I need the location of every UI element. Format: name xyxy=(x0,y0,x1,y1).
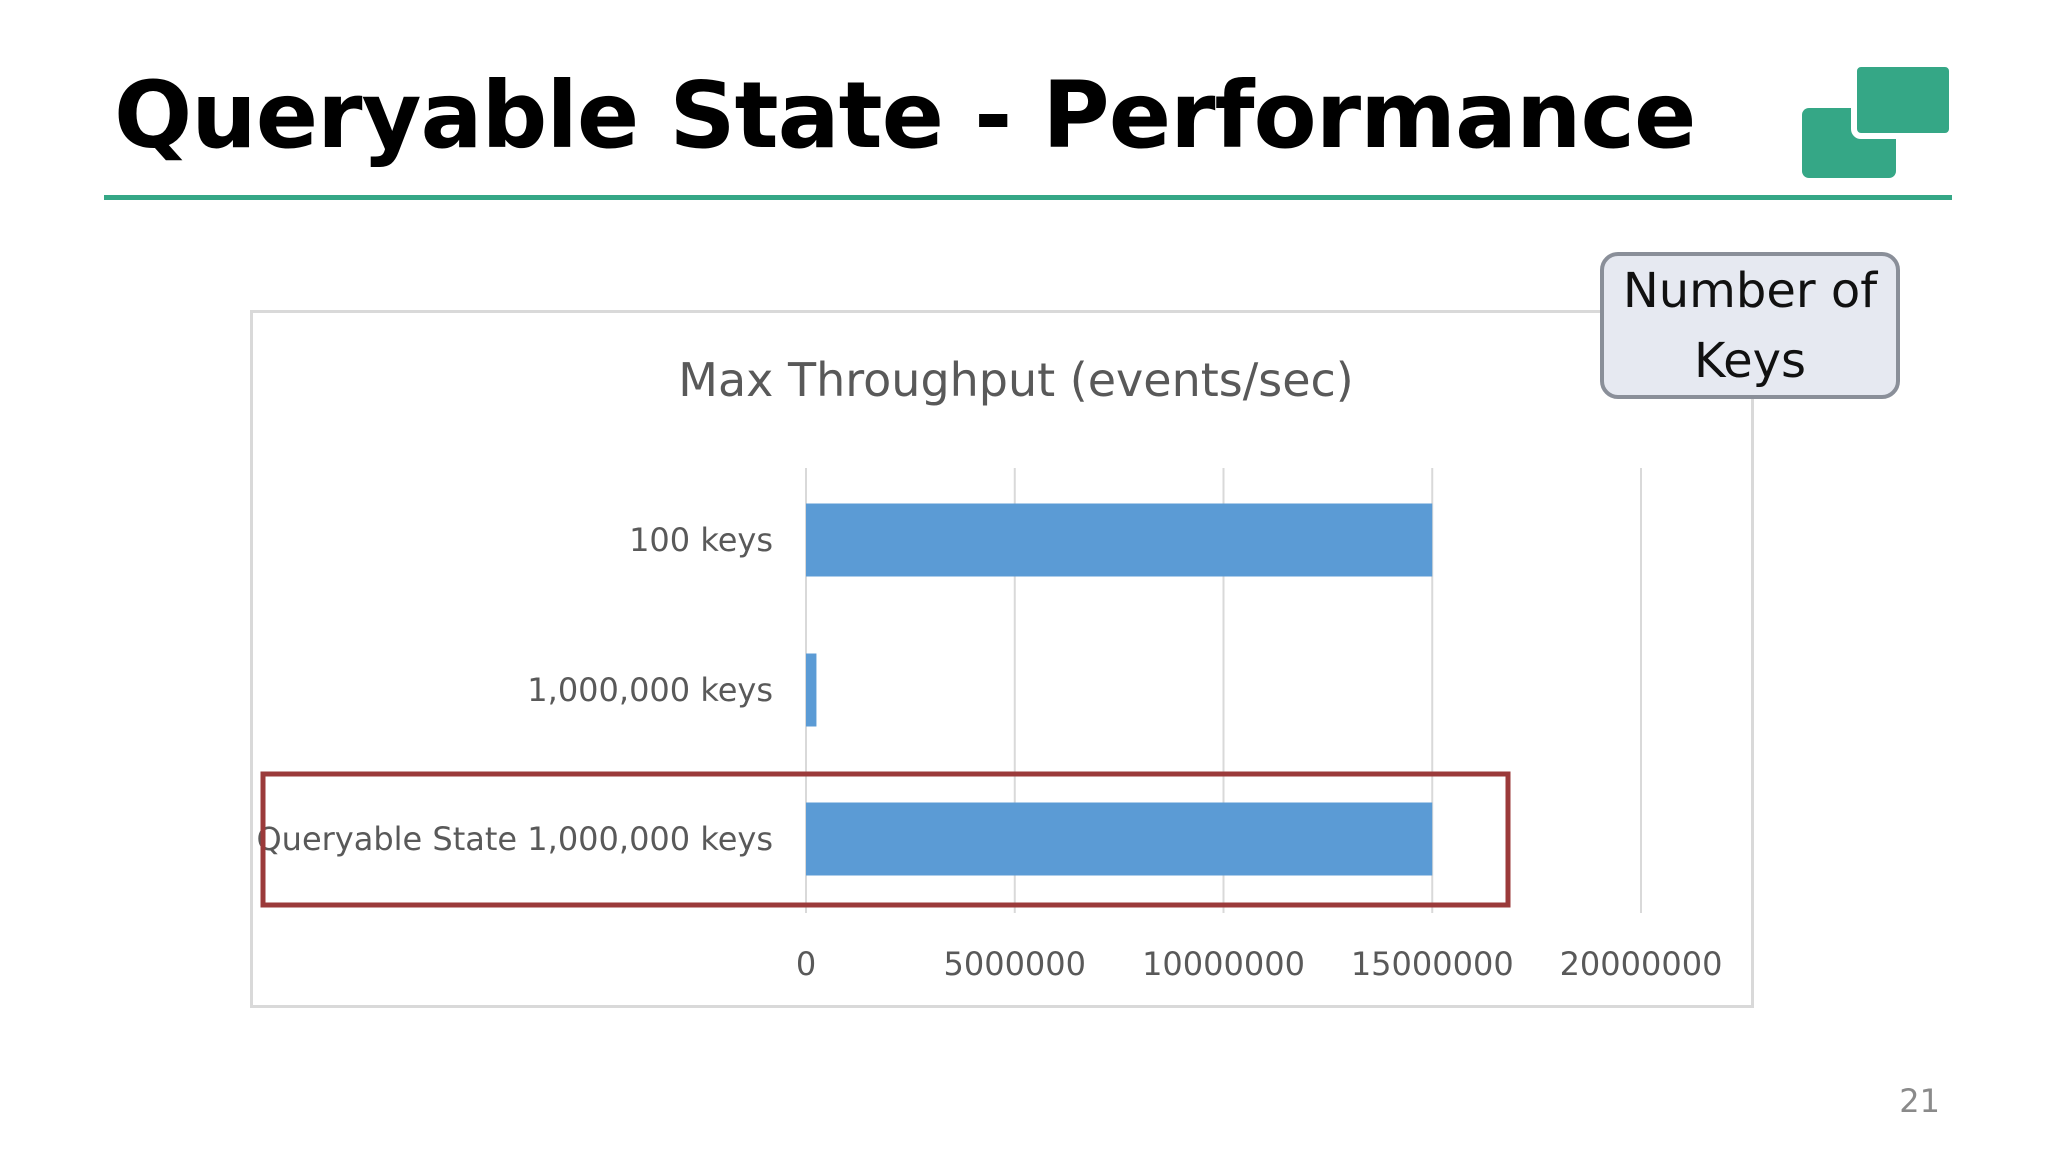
number-of-keys-callout: Number of Keys xyxy=(1600,252,1900,399)
title-underline xyxy=(104,195,1952,200)
x-tick-label: 20000000 xyxy=(1560,945,1723,983)
flink-logo-icon xyxy=(1802,64,1952,178)
callout-text: Number of Keys xyxy=(1622,262,1878,389)
x-tick-label: 0 xyxy=(796,945,816,983)
category-label: 1,000,000 keys xyxy=(527,671,773,709)
chart-frame: 100 keys 1,000,000 keys Queryable State 1,… xyxy=(250,310,1754,1008)
x-tick-label: 10000000 xyxy=(1142,945,1305,983)
category-label: Queryable State 1,000,000 keys xyxy=(256,820,773,858)
bar xyxy=(806,653,817,727)
page-number: 21 xyxy=(1899,1082,1940,1120)
slide-title: Queryable State - Performance xyxy=(114,62,1696,169)
x-tick-label: 5000000 xyxy=(943,945,1086,983)
chart-title: Max Throughput (events/sec) xyxy=(678,353,1353,407)
bar xyxy=(806,503,1433,577)
bar xyxy=(806,802,1433,876)
highlight-box xyxy=(260,771,1511,908)
x-tick-label: 15000000 xyxy=(1351,945,1514,983)
category-label: 100 keys xyxy=(629,521,773,559)
bar-chart: 100 keys 1,000,000 keys Queryable State 1,… xyxy=(256,353,1723,983)
